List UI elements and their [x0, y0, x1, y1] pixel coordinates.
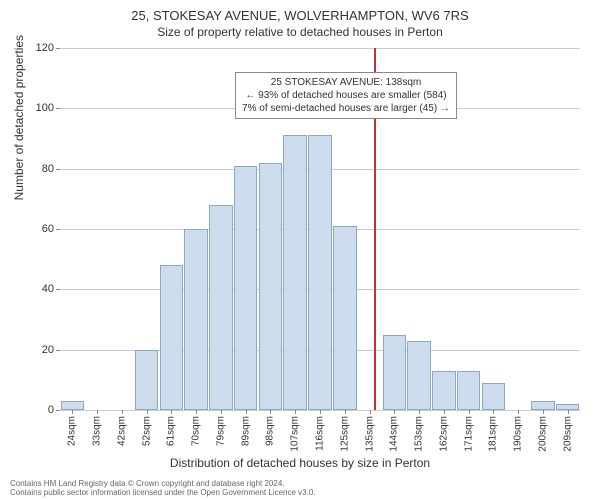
xtick-mark [568, 410, 569, 414]
histogram-bar [61, 401, 85, 410]
annotation-line: 7% of semi-detached houses are larger (4… [242, 102, 450, 115]
plot-area: 02040608010012024sqm33sqm42sqm52sqm61sqm… [60, 48, 580, 411]
histogram-bar [234, 166, 258, 410]
xtick-label: 125sqm [339, 416, 350, 452]
footer-line-2: Contains public sector information licen… [10, 488, 316, 498]
ytick-label: 20 [42, 344, 54, 356]
xtick-label: 70sqm [191, 416, 202, 446]
xtick-mark [221, 410, 222, 414]
xtick-label: 135sqm [364, 416, 375, 452]
histogram-bar [407, 341, 431, 410]
xtick-label: 61sqm [166, 416, 177, 446]
histogram-bar [482, 383, 506, 410]
xtick-mark [419, 410, 420, 414]
y-axis-label: Number of detached properties [12, 35, 26, 200]
histogram-bar [308, 135, 332, 410]
histogram-bar [457, 371, 481, 410]
xtick-mark [493, 410, 494, 414]
ytick-label: 60 [42, 223, 54, 235]
xtick-label: 79sqm [215, 416, 226, 446]
xtick-mark [370, 410, 371, 414]
xtick-mark [246, 410, 247, 414]
ytick-mark [56, 108, 60, 109]
histogram-bar [383, 335, 407, 410]
xtick-label: 162sqm [438, 416, 449, 452]
ytick-label: 40 [42, 283, 54, 295]
xtick-mark [270, 410, 271, 414]
xtick-mark [345, 410, 346, 414]
x-axis-label: Distribution of detached houses by size … [0, 456, 600, 470]
histogram-bar [259, 163, 283, 410]
annotation-box: 25 STOKESAY AVENUE: 138sqm← 93% of detac… [235, 72, 457, 119]
annotation-line: ← 93% of detached houses are smaller (58… [242, 89, 450, 102]
xtick-mark [196, 410, 197, 414]
ytick-mark [56, 350, 60, 351]
xtick-mark [295, 410, 296, 414]
xtick-label: 42sqm [116, 416, 127, 446]
ytick-mark [56, 48, 60, 49]
footer-text: Contains HM Land Registry data © Crown c… [10, 479, 316, 498]
ytick-mark [56, 229, 60, 230]
ytick-label: 80 [42, 163, 54, 175]
xtick-mark [320, 410, 321, 414]
histogram-bar [135, 350, 159, 410]
xtick-mark [122, 410, 123, 414]
xtick-label: 116sqm [315, 416, 326, 451]
histogram-bar [432, 371, 456, 410]
xtick-label: 24sqm [67, 416, 78, 446]
gridline [60, 48, 580, 49]
ytick-label: 120 [36, 42, 54, 54]
chart-container: 25, STOKESAY AVENUE, WOLVERHAMPTON, WV6 … [0, 0, 600, 500]
xtick-mark [444, 410, 445, 414]
histogram-bar [333, 226, 357, 410]
xtick-label: 98sqm [265, 416, 276, 446]
xtick-label: 33sqm [92, 416, 103, 446]
xtick-mark [97, 410, 98, 414]
histogram-bar [283, 135, 307, 410]
xtick-mark [469, 410, 470, 414]
xtick-label: 107sqm [290, 416, 301, 452]
xtick-label: 200sqm [537, 416, 548, 452]
xtick-mark [147, 410, 148, 414]
histogram-bar [209, 205, 233, 410]
ytick-label: 100 [36, 102, 54, 114]
chart-title-sub: Size of property relative to detached ho… [0, 23, 600, 39]
histogram-bar [531, 401, 555, 410]
annotation-line: 25 STOKESAY AVENUE: 138sqm [242, 76, 450, 89]
xtick-label: 209sqm [562, 416, 573, 452]
xtick-label: 52sqm [141, 416, 152, 446]
chart-title-main: 25, STOKESAY AVENUE, WOLVERHAMPTON, WV6 … [0, 0, 600, 23]
ytick-mark [56, 169, 60, 170]
histogram-bar [184, 229, 208, 410]
xtick-label: 181sqm [488, 416, 499, 452]
xtick-mark [394, 410, 395, 414]
xtick-label: 190sqm [513, 416, 524, 452]
xtick-label: 153sqm [414, 416, 425, 452]
ytick-mark [56, 289, 60, 290]
xtick-label: 89sqm [240, 416, 251, 446]
footer-line-1: Contains HM Land Registry data © Crown c… [10, 479, 316, 489]
xtick-label: 171sqm [463, 416, 474, 452]
xtick-mark [518, 410, 519, 414]
xtick-mark [72, 410, 73, 414]
ytick-label: 0 [48, 404, 54, 416]
xtick-mark [171, 410, 172, 414]
ytick-mark [56, 410, 60, 411]
xtick-label: 144sqm [389, 416, 400, 452]
xtick-mark [543, 410, 544, 414]
histogram-bar [160, 265, 184, 410]
